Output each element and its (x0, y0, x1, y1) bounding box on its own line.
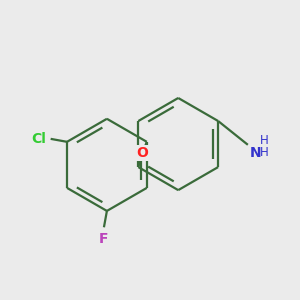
Text: O: O (136, 146, 148, 160)
Text: Cl: Cl (31, 132, 46, 146)
Text: F: F (99, 232, 109, 246)
Text: H: H (260, 146, 269, 159)
Text: N: N (249, 146, 261, 160)
Text: H: H (260, 134, 269, 147)
